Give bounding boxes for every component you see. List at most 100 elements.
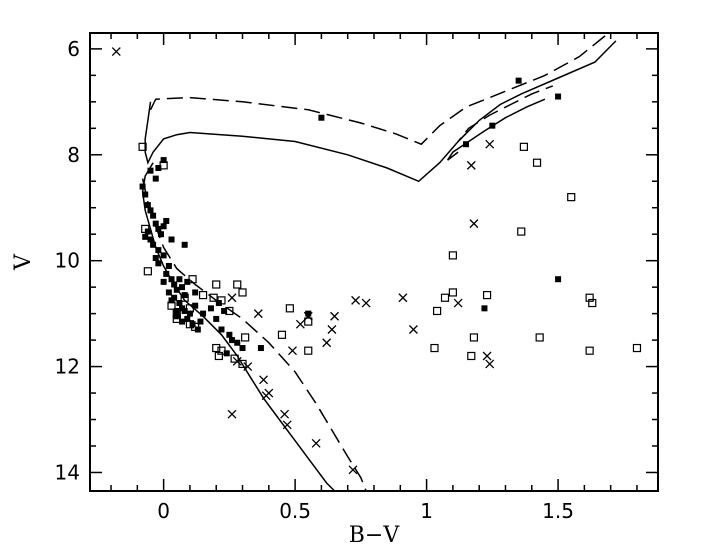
filled-square-point <box>171 281 178 288</box>
cross-point <box>311 438 321 448</box>
filled-square-point <box>144 202 151 209</box>
open-square-point <box>517 227 526 236</box>
filled-square-point <box>158 231 164 238</box>
open-square-point <box>217 296 226 305</box>
filled-square-point <box>318 114 325 121</box>
open-square-point <box>482 290 492 300</box>
filled-square-point <box>160 252 167 259</box>
filled-square-point <box>179 318 186 325</box>
filled-square-point <box>257 345 264 352</box>
open-square-point <box>585 293 594 302</box>
isochrone-solid-line <box>144 40 617 183</box>
open-square-point <box>212 280 221 289</box>
cross-point <box>408 325 418 334</box>
cross-point <box>469 219 479 229</box>
y-tick-label: 14 <box>55 460 80 484</box>
filled-square-point <box>160 223 167 230</box>
filled-square-point <box>181 307 188 314</box>
open-square-point <box>167 301 176 310</box>
cross-point <box>485 359 495 369</box>
open-square-point <box>225 306 234 316</box>
open-square-point <box>180 293 189 302</box>
filled-square-point <box>163 270 170 277</box>
open-square-point <box>448 251 457 260</box>
cross-point <box>227 409 237 419</box>
open-square-point <box>433 306 442 316</box>
filled-square-point <box>163 217 170 224</box>
y-axis-title: V <box>11 253 36 271</box>
filled-square-point <box>226 331 233 338</box>
cross-point <box>482 351 492 361</box>
x-tick-label: 0 <box>157 499 170 523</box>
filled-square-point <box>192 302 199 309</box>
open-square-point <box>230 354 239 363</box>
cross-point <box>330 311 340 321</box>
filled-square-point <box>181 292 188 299</box>
filled-square-point <box>200 310 207 317</box>
open-square-point <box>217 346 226 355</box>
cross-point <box>227 293 237 303</box>
open-square-point <box>191 322 200 331</box>
open-square-point <box>585 346 594 355</box>
filled-square-point <box>173 307 180 314</box>
filled-square-point <box>481 305 488 312</box>
cross-point <box>398 293 408 303</box>
filled-square-point <box>181 241 188 248</box>
isochrone-dashed-line <box>141 178 367 492</box>
filled-square-point <box>229 337 235 344</box>
y-tick-label: 10 <box>55 249 80 273</box>
cross-point <box>111 47 121 56</box>
x-tick-label: 1 <box>420 499 433 523</box>
open-square-point <box>214 351 223 361</box>
open-square-point <box>467 351 476 361</box>
open-square-point <box>185 304 195 313</box>
filled-square-point <box>239 345 246 352</box>
filled-square-point <box>142 191 149 198</box>
filled-square-point <box>168 276 175 283</box>
filled-square-point <box>155 260 162 267</box>
open-square-point <box>185 320 195 329</box>
open-square-point <box>567 193 576 202</box>
filled-square-point <box>184 315 191 322</box>
filled-square-point <box>173 286 180 293</box>
axis-ticks <box>90 33 658 491</box>
open-square-point <box>241 333 250 342</box>
isochrone-dashed-line <box>149 35 606 146</box>
filled-square-point <box>213 315 220 322</box>
cross-point <box>264 388 274 398</box>
x-tick-label: 1.5 <box>542 499 574 523</box>
filled-square-point <box>194 326 201 333</box>
open-square-point <box>198 290 208 300</box>
plot-frame <box>89 32 659 492</box>
filled-square-point <box>207 305 214 312</box>
cross-point <box>288 346 297 356</box>
open-square-point <box>172 314 181 324</box>
open-square-point <box>632 343 642 353</box>
x-tick-labels: 0 0.5 1 1.5 <box>157 499 574 523</box>
cross-point <box>280 409 290 419</box>
open-square-point <box>440 293 450 302</box>
filled-square-point <box>152 220 159 227</box>
filled-square-point <box>160 278 167 285</box>
filled-square-point <box>165 289 172 296</box>
cross-point <box>466 160 476 170</box>
filled-square-point <box>234 339 241 346</box>
cross-point <box>295 319 305 329</box>
y-tick-labels: 6 8 10 12 14 <box>55 37 80 485</box>
filled-square-point <box>555 93 562 100</box>
cross-point <box>322 338 332 348</box>
filled-square-point <box>152 175 159 182</box>
cross-point <box>282 420 292 430</box>
filled-square-point <box>168 297 175 304</box>
open-square-point <box>141 224 150 234</box>
open-square-point <box>143 267 152 276</box>
y-tick-label: 12 <box>55 355 80 379</box>
open-square-point <box>212 343 221 353</box>
cross-point <box>361 298 371 308</box>
cross-point <box>348 465 358 475</box>
open-square-point <box>233 280 242 289</box>
filled-square-point <box>555 276 562 283</box>
open-square-point <box>172 309 181 318</box>
filled-square-point <box>184 278 191 285</box>
